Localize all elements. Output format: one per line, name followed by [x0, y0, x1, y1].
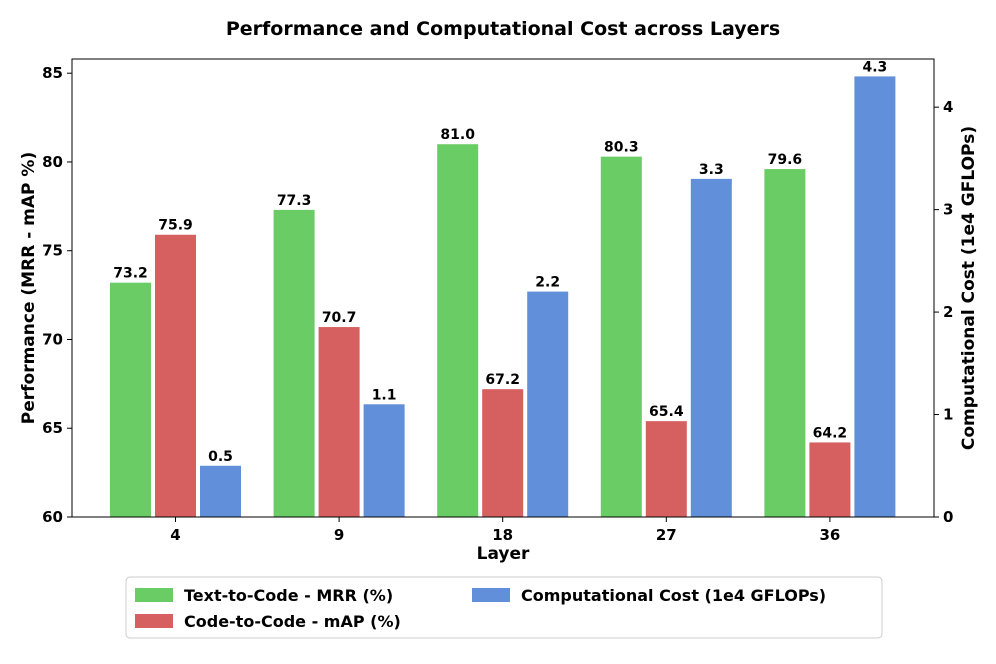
x-tick-label-27: 27 [656, 526, 677, 544]
data-label-code-to-code-layer-36: 64.2 [813, 425, 848, 441]
y2-tick-label-3: 3 [943, 201, 953, 219]
x-tick-label-9: 9 [334, 526, 344, 544]
x-tick-label-4: 4 [170, 526, 180, 544]
bar-code-to-code-layer-27 [645, 421, 687, 517]
legend-swatch-code-to-code [135, 614, 173, 628]
data-label-code-to-code-layer-4: 75.9 [158, 218, 193, 234]
bar-computational-cost-layer-9 [363, 404, 405, 517]
bar-text-to-code-layer-18 [437, 144, 479, 518]
legend: Text-to-Code - MRR (%) Code-to-Code - mA… [125, 576, 883, 639]
data-label-text-to-code-layer-4: 73.2 [113, 266, 148, 282]
legend-swatch-text-to-code [135, 588, 173, 602]
data-label-computational-cost-layer-18: 2.2 [535, 275, 560, 291]
right-axis: 0 1 2 3 4 [934, 98, 953, 526]
bar-text-to-code-layer-27 [600, 156, 642, 517]
y-tick-label-60: 60 [42, 508, 63, 526]
x-tick-label-18: 18 [492, 526, 513, 544]
legend-swatch-computational-cost [472, 588, 510, 602]
bar-computational-cost-layer-18 [527, 291, 569, 517]
y2-axis-label: Computational Cost (1e4 GFLOPs) [959, 126, 979, 450]
chart-title: Performance and Computational Cost acros… [226, 18, 780, 40]
bar-computational-cost-layer-36 [854, 76, 896, 518]
data-label-text-to-code-layer-36: 79.6 [768, 152, 803, 168]
data-label-code-to-code-layer-27: 65.4 [649, 404, 684, 420]
bar-code-to-code-layer-4 [155, 234, 196, 517]
legend-label-text-to-code: Text-to-Code - MRR (%) [184, 586, 393, 605]
legend-box [125, 576, 883, 639]
y2-tick-label-4: 4 [943, 98, 953, 116]
bars-layer: 73.2 75.9 0.5 77.3 70.7 1.1 81.0 67.2 2.2 80.3 65.… [110, 59, 896, 518]
y-tick-label-85: 85 [42, 64, 63, 82]
y2-tick-label-1: 1 [943, 406, 953, 424]
data-label-computational-cost-layer-4: 0.5 [208, 449, 233, 465]
data-label-code-to-code-layer-18: 67.2 [485, 372, 520, 388]
y-tick-label-75: 75 [42, 242, 63, 260]
y2-tick-label-0: 0 [943, 508, 953, 526]
data-label-text-to-code-layer-18: 81.0 [440, 127, 475, 143]
bar-text-to-code-layer-4 [110, 282, 151, 517]
data-label-computational-cost-layer-9: 1.1 [372, 387, 397, 403]
bar-text-to-code-layer-36 [764, 169, 806, 517]
bar-code-to-code-layer-18 [482, 389, 524, 517]
x-axis-label: Layer [477, 544, 530, 564]
bar-computational-cost-layer-4 [200, 465, 241, 517]
data-label-text-to-code-layer-9: 77.3 [277, 193, 312, 209]
data-label-text-to-code-layer-27: 80.3 [604, 140, 639, 156]
legend-label-computational-cost: Computational Cost (1e4 GFLOPs) [521, 586, 826, 605]
y-axis-label: Performance (MRR - mAP %) [19, 152, 39, 424]
bar-text-to-code-layer-9 [273, 209, 315, 517]
data-label-computational-cost-layer-36: 4.3 [862, 59, 887, 75]
y-tick-label-70: 70 [42, 330, 63, 348]
legend-label-code-to-code: Code-to-Code - mAP (%) [184, 612, 401, 631]
x-axis: 4 9 18 27 36 [170, 517, 840, 544]
bar-computational-cost-layer-27 [690, 178, 732, 517]
data-label-code-to-code-layer-9: 70.7 [322, 310, 357, 326]
data-label-computational-cost-layer-27: 3.3 [699, 162, 724, 178]
y-tick-label-80: 80 [42, 153, 63, 171]
x-tick-label-36: 36 [819, 526, 840, 544]
bar-code-to-code-layer-9 [318, 327, 360, 517]
y2-tick-label-2: 2 [943, 303, 953, 321]
y-tick-label-65: 65 [42, 419, 63, 437]
bar-code-to-code-layer-36 [809, 442, 851, 517]
left-axis: 60 65 70 75 80 85 [42, 64, 72, 526]
